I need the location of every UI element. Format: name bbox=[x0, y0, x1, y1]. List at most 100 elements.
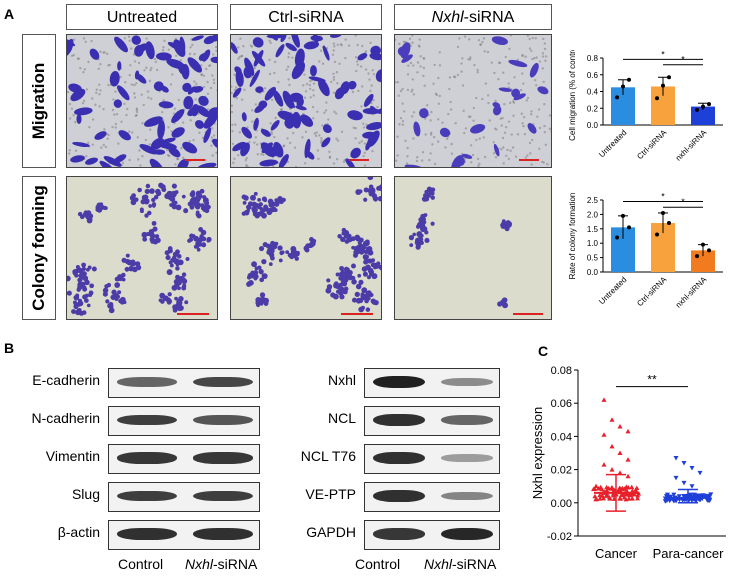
migrated-cell bbox=[294, 48, 305, 68]
significance-star: * bbox=[681, 197, 685, 207]
protein-band bbox=[193, 490, 253, 502]
data-point bbox=[609, 417, 615, 422]
migrated-cell bbox=[68, 83, 82, 93]
migrated-cell bbox=[363, 93, 374, 107]
migrated-cell bbox=[191, 35, 204, 41]
migrated-cell bbox=[492, 102, 501, 108]
cell-colony bbox=[155, 182, 186, 211]
migrated-cell bbox=[116, 85, 130, 101]
data-point bbox=[607, 496, 613, 501]
data-point bbox=[627, 77, 631, 82]
migrated-cell bbox=[89, 48, 100, 60]
migrated-cell bbox=[212, 138, 217, 150]
migrated-cell bbox=[308, 76, 326, 82]
scale-bar bbox=[513, 313, 543, 315]
migrated-cell bbox=[285, 42, 297, 52]
migrated-cell bbox=[498, 87, 512, 92]
x-tick-label: nxhl-siRNA bbox=[674, 275, 709, 310]
cell-colony bbox=[255, 292, 269, 308]
protein-band bbox=[117, 452, 177, 464]
data-point bbox=[697, 497, 703, 503]
x-label-sirna-suffix: -siRNA bbox=[213, 556, 258, 572]
data-point bbox=[673, 475, 679, 481]
migrated-cell bbox=[513, 93, 526, 101]
micrograph-colony-nxhl bbox=[394, 176, 552, 320]
x-tick-label: Untreated bbox=[597, 275, 628, 306]
column-header-nxhl-sirna: Nxhl-siRNA bbox=[394, 4, 552, 30]
x-tick-label: Ctrl-siRNA bbox=[635, 128, 669, 162]
migrated-cell bbox=[202, 49, 211, 62]
y-tick-label: 0.2 bbox=[587, 104, 599, 113]
data-point bbox=[701, 104, 705, 109]
migrated-cell bbox=[304, 138, 311, 159]
migrated-cell bbox=[149, 158, 164, 167]
protein-band bbox=[373, 490, 425, 502]
cell-colony bbox=[77, 210, 94, 224]
data-point bbox=[625, 428, 631, 434]
x-label-control-right: Control bbox=[355, 556, 401, 572]
x-label-sirna-right: Nxhl-siRNA bbox=[424, 556, 496, 572]
migrated-cell bbox=[117, 61, 122, 71]
y-tick-label: 0.06 bbox=[551, 398, 572, 410]
migrated-cell bbox=[171, 127, 185, 138]
migrated-cell bbox=[310, 35, 323, 42]
data-point bbox=[629, 484, 635, 490]
cell-colony bbox=[67, 269, 95, 300]
migrated-cell bbox=[527, 123, 537, 134]
migrated-cell bbox=[235, 69, 244, 87]
blot-label: E-cadherin bbox=[32, 372, 100, 388]
blot-label: Vimentin bbox=[45, 448, 100, 464]
migrated-cell bbox=[529, 62, 539, 78]
migrated-cell bbox=[253, 50, 264, 67]
migrated-cell bbox=[456, 156, 465, 166]
data-point bbox=[615, 95, 619, 100]
blot-image bbox=[364, 520, 500, 550]
data-point bbox=[626, 496, 632, 501]
cell-colony bbox=[408, 232, 430, 250]
x-label-sirna-suffix: -siRNA bbox=[452, 556, 497, 572]
migrated-cell bbox=[280, 35, 287, 43]
y-tick-label: 0.5 bbox=[587, 254, 599, 263]
migrated-cell bbox=[249, 69, 260, 87]
cell-colony bbox=[71, 294, 91, 316]
column-header-nxhl-suffix: -siRNA bbox=[463, 9, 515, 26]
blot-label: Slug bbox=[71, 486, 100, 502]
migrated-cell bbox=[461, 153, 473, 159]
cell-colony bbox=[338, 263, 364, 295]
blot-image bbox=[108, 406, 260, 436]
migrated-cell bbox=[232, 141, 246, 152]
migrated-cell bbox=[72, 141, 90, 147]
column-header-untreated: Untreated bbox=[66, 4, 218, 30]
data-point bbox=[662, 499, 668, 504]
blot-label: NCL bbox=[327, 410, 356, 426]
scale-bar bbox=[349, 159, 369, 161]
migrated-cell bbox=[375, 69, 381, 82]
blot-label: N-cadherin bbox=[31, 410, 100, 426]
migrated-cell bbox=[264, 86, 276, 101]
migrated-cell bbox=[182, 82, 192, 92]
blot-image bbox=[364, 406, 500, 436]
data-point bbox=[617, 423, 623, 429]
row-label-migration-text: Migration bbox=[29, 62, 48, 140]
data-point bbox=[655, 232, 659, 237]
migrated-cell bbox=[259, 159, 279, 167]
data-point bbox=[673, 455, 679, 461]
panel-a-letter: A bbox=[4, 6, 15, 22]
cell-colony bbox=[497, 297, 509, 309]
migrated-cell bbox=[401, 54, 413, 63]
migrated-cell bbox=[67, 37, 76, 47]
row-label-colony-text: Colony forming bbox=[29, 185, 48, 311]
panel-b-letter: B bbox=[4, 340, 15, 356]
data-point bbox=[592, 493, 598, 499]
migrated-cell bbox=[195, 119, 205, 129]
y-tick-label: 0.6 bbox=[587, 71, 599, 80]
protein-band bbox=[373, 376, 425, 388]
data-point bbox=[625, 473, 631, 479]
data-point bbox=[597, 496, 603, 501]
significance-star: ** bbox=[647, 373, 657, 387]
migrated-cell bbox=[212, 35, 217, 42]
migrated-cell bbox=[370, 105, 377, 113]
migrated-cell bbox=[203, 127, 212, 143]
blot-image bbox=[108, 444, 260, 474]
data-point bbox=[701, 242, 705, 247]
